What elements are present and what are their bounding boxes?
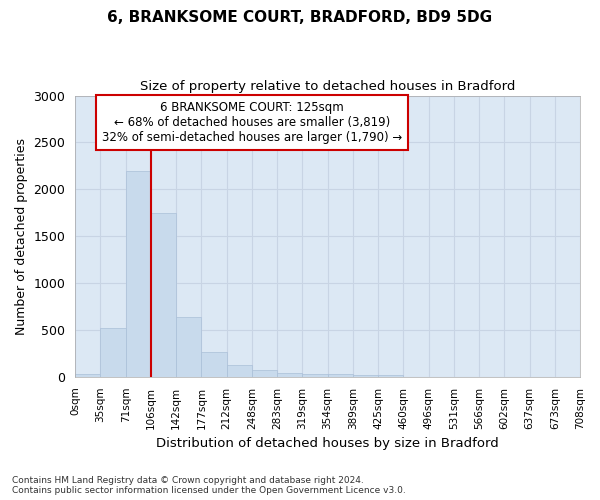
Bar bbox=[227, 364, 252, 377]
Bar bbox=[202, 352, 227, 377]
Text: Contains HM Land Registry data © Crown copyright and database right 2024.
Contai: Contains HM Land Registry data © Crown c… bbox=[12, 476, 406, 495]
Y-axis label: Number of detached properties: Number of detached properties bbox=[15, 138, 28, 334]
Bar bbox=[75, 374, 100, 377]
Bar bbox=[252, 370, 277, 377]
X-axis label: Distribution of detached houses by size in Bradford: Distribution of detached houses by size … bbox=[156, 437, 499, 450]
Title: Size of property relative to detached houses in Bradford: Size of property relative to detached ho… bbox=[140, 80, 515, 93]
Bar bbox=[302, 374, 328, 377]
Text: 6, BRANKSOME COURT, BRADFORD, BD9 5DG: 6, BRANKSOME COURT, BRADFORD, BD9 5DG bbox=[107, 10, 493, 25]
Bar bbox=[100, 328, 125, 377]
Bar bbox=[277, 373, 302, 377]
Bar bbox=[353, 376, 378, 377]
Bar bbox=[378, 375, 403, 377]
Bar bbox=[176, 317, 202, 377]
Bar bbox=[151, 212, 176, 377]
Text: 6 BRANKSOME COURT: 125sqm
← 68% of detached houses are smaller (3,819)
32% of se: 6 BRANKSOME COURT: 125sqm ← 68% of detac… bbox=[102, 101, 402, 144]
Bar bbox=[125, 170, 151, 377]
Bar bbox=[328, 374, 353, 377]
